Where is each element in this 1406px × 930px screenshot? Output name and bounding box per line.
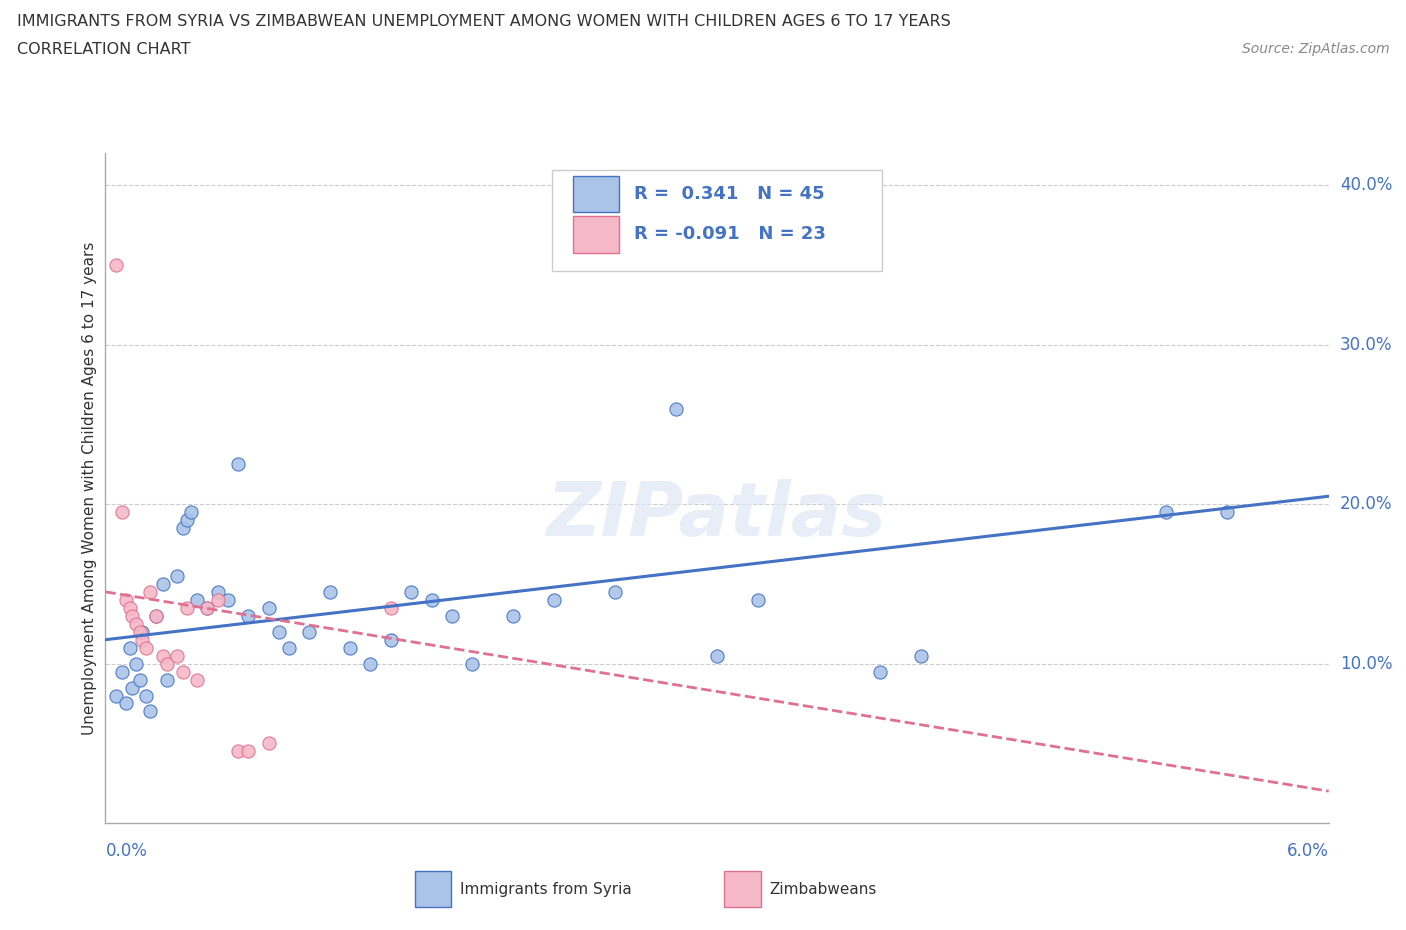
Point <box>166 568 188 583</box>
Point <box>131 632 153 647</box>
Text: 10.0%: 10.0% <box>1340 655 1392 672</box>
Point <box>145 608 167 623</box>
Point <box>115 592 138 607</box>
Point <box>267 624 290 639</box>
Point <box>665 401 688 416</box>
Point <box>166 648 188 663</box>
Point <box>869 664 891 679</box>
Point <box>186 592 208 607</box>
Point <box>543 592 565 607</box>
Point <box>257 736 280 751</box>
Point <box>910 648 932 663</box>
Point <box>111 664 134 679</box>
Point <box>180 505 202 520</box>
Text: Immigrants from Syria: Immigrants from Syria <box>460 882 631 897</box>
Point <box>339 640 361 655</box>
Text: 0.0%: 0.0% <box>105 842 148 859</box>
Point <box>121 680 143 695</box>
Text: R = -0.091   N = 23: R = -0.091 N = 23 <box>634 225 825 243</box>
Point <box>195 601 219 616</box>
Point <box>152 577 174 591</box>
Point <box>207 584 229 599</box>
Point <box>172 521 194 536</box>
Point <box>104 688 127 703</box>
Point <box>118 601 141 616</box>
Point <box>298 624 321 639</box>
Point <box>176 512 198 527</box>
Point <box>139 584 162 599</box>
Point <box>236 744 259 759</box>
Text: 6.0%: 6.0% <box>1286 842 1329 859</box>
Point <box>125 617 148 631</box>
Point <box>380 632 402 647</box>
Point <box>135 688 157 703</box>
Point <box>318 584 340 599</box>
Point <box>131 624 153 639</box>
Point <box>747 592 769 607</box>
Point <box>502 608 524 623</box>
Point <box>129 672 152 687</box>
Text: Source: ZipAtlas.com: Source: ZipAtlas.com <box>1241 42 1389 56</box>
Text: ZIPatlas: ZIPatlas <box>547 479 887 551</box>
Point <box>176 601 198 616</box>
Point <box>603 584 626 599</box>
FancyBboxPatch shape <box>572 176 619 212</box>
Point <box>420 592 443 607</box>
Point <box>152 648 174 663</box>
Point <box>125 657 148 671</box>
Point <box>155 657 177 671</box>
Point <box>111 505 134 520</box>
Point <box>1215 505 1237 520</box>
Text: Zimbabweans: Zimbabweans <box>769 882 876 897</box>
Point <box>155 672 177 687</box>
Point <box>145 608 167 623</box>
FancyBboxPatch shape <box>572 216 619 253</box>
Text: CORRELATION CHART: CORRELATION CHART <box>17 42 190 57</box>
Point <box>257 601 280 616</box>
Point <box>399 584 422 599</box>
Point <box>226 744 249 759</box>
Point <box>195 601 219 616</box>
Point <box>440 608 463 623</box>
Point <box>135 640 157 655</box>
Point <box>461 657 484 671</box>
Point <box>1154 505 1177 520</box>
Point <box>115 696 138 711</box>
Point <box>118 640 141 655</box>
Text: IMMIGRANTS FROM SYRIA VS ZIMBABWEAN UNEMPLOYMENT AMONG WOMEN WITH CHILDREN AGES : IMMIGRANTS FROM SYRIA VS ZIMBABWEAN UNEM… <box>17 14 950 29</box>
Text: R =  0.341   N = 45: R = 0.341 N = 45 <box>634 185 824 203</box>
Point <box>129 624 152 639</box>
Point <box>186 672 208 687</box>
Point <box>217 592 239 607</box>
Text: 30.0%: 30.0% <box>1340 336 1392 353</box>
Text: 20.0%: 20.0% <box>1340 495 1392 513</box>
FancyBboxPatch shape <box>553 170 882 271</box>
Point <box>226 457 249 472</box>
Point <box>121 608 143 623</box>
Y-axis label: Unemployment Among Women with Children Ages 6 to 17 years: Unemployment Among Women with Children A… <box>82 242 97 735</box>
Point <box>706 648 728 663</box>
Point <box>277 640 299 655</box>
Point <box>359 657 381 671</box>
Point <box>380 601 402 616</box>
Point <box>104 258 127 272</box>
Point <box>172 664 194 679</box>
Point <box>139 704 162 719</box>
Point <box>207 592 229 607</box>
Text: 40.0%: 40.0% <box>1340 177 1392 194</box>
Point <box>236 608 259 623</box>
